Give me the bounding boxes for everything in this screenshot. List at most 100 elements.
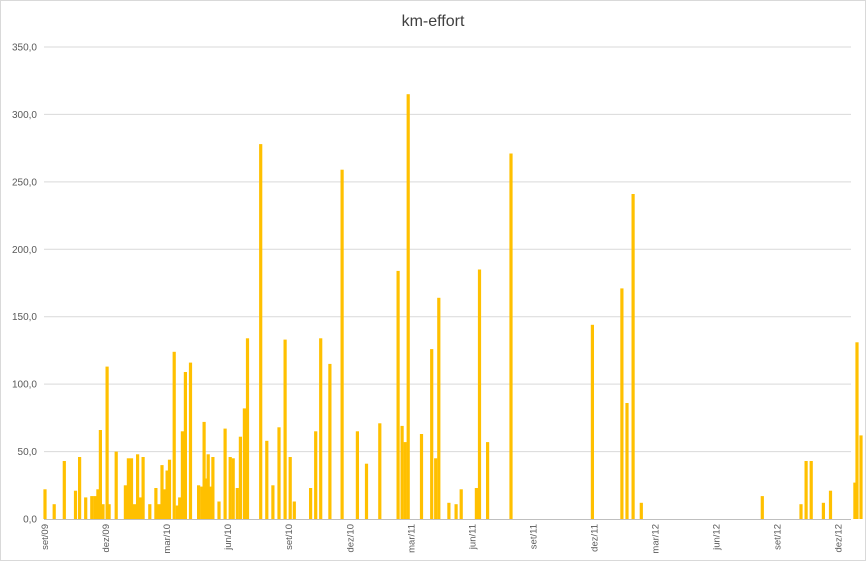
y-axis-ticks: 0,0 50,0 100,0 150,0 200,0 250,0 300,0 350,0 bbox=[12, 43, 37, 526]
y-tick-label: 200,0 bbox=[12, 245, 37, 256]
bar bbox=[245, 338, 250, 519]
y-tick-label: 150,0 bbox=[12, 312, 37, 323]
x-tick-label: dez/09 bbox=[101, 524, 112, 553]
bar bbox=[114, 451, 118, 519]
bar bbox=[403, 442, 407, 519]
bar bbox=[620, 288, 624, 519]
bar bbox=[235, 488, 239, 519]
bar bbox=[454, 504, 458, 519]
bar bbox=[78, 457, 82, 519]
bar bbox=[396, 270, 400, 519]
x-tick-label: set/11 bbox=[528, 524, 539, 549]
x-tick-label: mar/10 bbox=[162, 524, 173, 554]
x-tick-label: mar/12 bbox=[651, 524, 662, 554]
x-tick-label: dez/12 bbox=[834, 524, 845, 553]
bar bbox=[62, 461, 66, 519]
bar bbox=[447, 502, 451, 519]
bar bbox=[162, 489, 166, 519]
x-tick-label: set/10 bbox=[284, 524, 295, 550]
bar bbox=[288, 457, 292, 519]
bar bbox=[43, 489, 47, 519]
y-tick-label: 0,0 bbox=[23, 515, 37, 526]
bar bbox=[132, 504, 137, 519]
y-tick-label: 300,0 bbox=[12, 110, 37, 121]
y-tick-label: 100,0 bbox=[12, 380, 37, 391]
bar bbox=[90, 496, 94, 519]
bar bbox=[406, 94, 410, 519]
bar bbox=[175, 505, 179, 519]
bar bbox=[228, 457, 232, 519]
bar bbox=[430, 349, 434, 519]
bar bbox=[434, 458, 438, 519]
bar bbox=[172, 351, 176, 519]
bar bbox=[828, 490, 833, 519]
bar bbox=[809, 461, 813, 519]
bar bbox=[101, 504, 105, 519]
bar bbox=[804, 461, 808, 519]
bar bbox=[400, 425, 404, 519]
bar bbox=[340, 169, 344, 519]
bar bbox=[853, 482, 857, 519]
bar bbox=[141, 457, 145, 519]
bar bbox=[105, 366, 109, 519]
bar bbox=[625, 403, 629, 519]
x-tick-label: dez/10 bbox=[345, 524, 356, 553]
bar bbox=[107, 504, 111, 519]
bar bbox=[328, 363, 332, 519]
bar bbox=[271, 485, 275, 519]
bar bbox=[93, 496, 97, 519]
bar bbox=[160, 465, 164, 519]
bar bbox=[206, 454, 210, 519]
bar bbox=[129, 458, 134, 519]
bar bbox=[631, 194, 635, 519]
bar bbox=[223, 428, 227, 519]
x-tick-label: dez/11 bbox=[590, 524, 601, 552]
bar bbox=[183, 372, 187, 519]
bar bbox=[259, 144, 263, 519]
bar bbox=[208, 486, 212, 519]
bar bbox=[178, 497, 182, 519]
bar bbox=[96, 489, 100, 519]
y-tick-label: 350,0 bbox=[12, 43, 37, 54]
bar bbox=[157, 504, 161, 519]
bar bbox=[188, 362, 193, 519]
bar bbox=[477, 269, 482, 519]
bar bbox=[509, 153, 513, 519]
bar bbox=[419, 434, 424, 519]
bar bbox=[52, 504, 56, 519]
bar-series bbox=[43, 94, 863, 519]
bar bbox=[98, 430, 102, 519]
bar bbox=[217, 501, 221, 519]
bar bbox=[242, 408, 246, 519]
x-tick-label: jun/11 bbox=[467, 524, 478, 550]
bar bbox=[799, 504, 803, 519]
x-tick-label: jun/10 bbox=[223, 524, 234, 551]
x-tick-label: set/12 bbox=[773, 524, 784, 550]
bar bbox=[211, 457, 215, 519]
y-tick-label: 50,0 bbox=[18, 447, 38, 458]
bar bbox=[204, 478, 208, 519]
bar bbox=[84, 497, 88, 519]
bar bbox=[855, 342, 859, 519]
bar bbox=[459, 489, 463, 519]
x-tick-label: jun/12 bbox=[712, 524, 723, 551]
bar bbox=[238, 436, 242, 519]
bar bbox=[154, 488, 158, 519]
x-tick-label: set/09 bbox=[40, 524, 51, 550]
bar bbox=[200, 486, 204, 519]
bar bbox=[590, 324, 594, 519]
y-tick-label: 250,0 bbox=[12, 177, 37, 188]
bar bbox=[821, 502, 825, 519]
bar bbox=[265, 440, 269, 519]
bar bbox=[378, 423, 382, 519]
bar bbox=[760, 496, 764, 519]
bar bbox=[314, 431, 318, 519]
chart-title: km-effort bbox=[401, 13, 465, 30]
bar bbox=[73, 490, 78, 519]
bar bbox=[639, 502, 643, 519]
bar bbox=[148, 504, 152, 519]
bar bbox=[202, 421, 206, 519]
bar bbox=[136, 454, 140, 519]
gridlines bbox=[44, 46, 851, 453]
